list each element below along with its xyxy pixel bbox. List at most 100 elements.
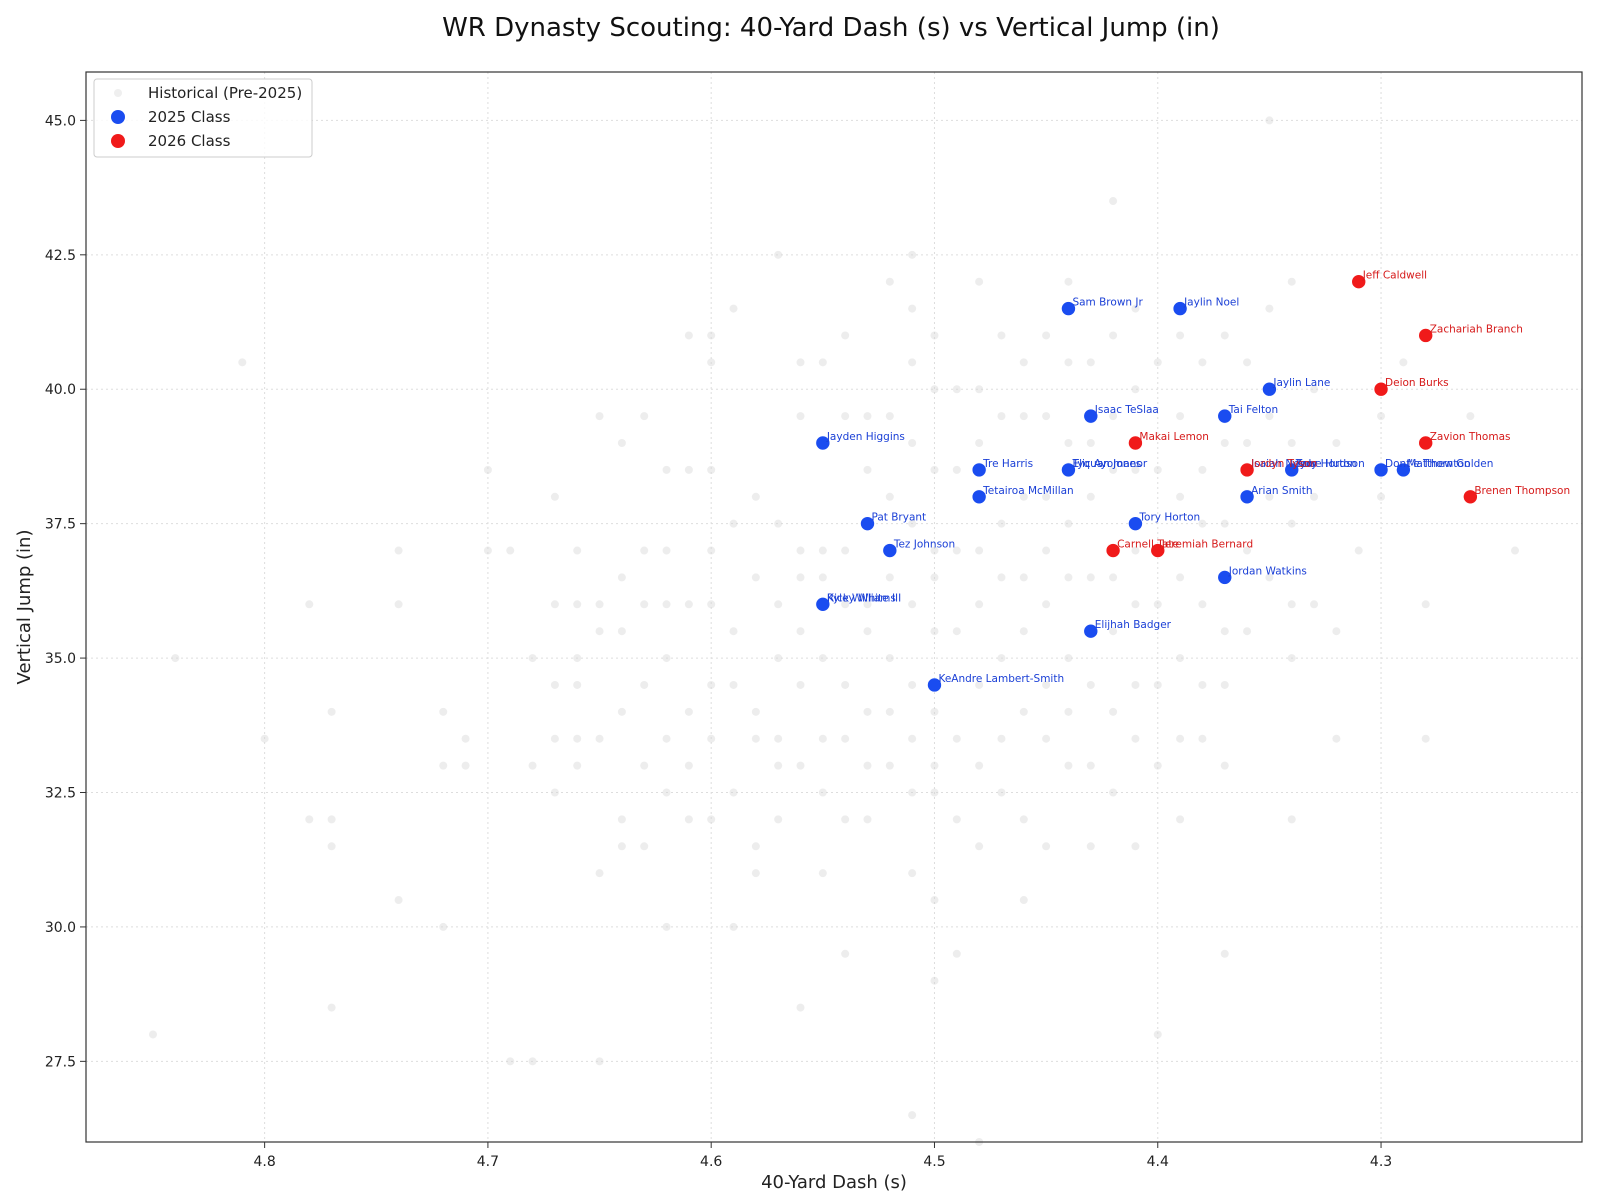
historical-point xyxy=(908,788,917,797)
historical-point xyxy=(930,896,939,905)
historical-point xyxy=(1153,358,1162,367)
historical-point xyxy=(841,412,850,421)
class-2025-point xyxy=(1083,623,1099,639)
y-tick-label: 32.5 xyxy=(45,786,76,802)
historical-point xyxy=(1019,896,1028,905)
historical-point xyxy=(595,600,604,609)
historical-point xyxy=(662,788,671,797)
historical-point xyxy=(1019,412,1028,421)
historical-point xyxy=(975,385,984,394)
class-2025-point-label: Sam Brown Jr xyxy=(1072,297,1143,309)
historical-point xyxy=(1109,627,1118,636)
class-2026-point-label: Makai Lemon xyxy=(1139,431,1209,443)
historical-point xyxy=(1109,197,1118,206)
class-2026-point xyxy=(1373,381,1389,397)
class-2025-point-label: Matthew Golden xyxy=(1407,458,1493,470)
historical-point xyxy=(640,600,649,609)
historical-point xyxy=(751,573,760,582)
historical-point xyxy=(908,304,917,313)
historical-point xyxy=(1220,331,1229,340)
historical-point xyxy=(997,519,1006,528)
historical-point xyxy=(595,627,604,636)
class-2026-point-label: Zachariah Branch xyxy=(1430,323,1523,335)
historical-point xyxy=(1243,546,1252,555)
historical-point xyxy=(1265,573,1274,582)
historical-point xyxy=(573,654,582,663)
historical-point xyxy=(997,573,1006,582)
legend-label-2026: 2026 Class xyxy=(148,132,231,150)
historical-point xyxy=(506,546,515,555)
historical-point xyxy=(573,600,582,609)
y-tick-label: 45.0 xyxy=(45,113,76,129)
historical-point xyxy=(662,546,671,555)
historical-point xyxy=(863,627,872,636)
historical-point xyxy=(1019,815,1028,824)
historical-point xyxy=(662,734,671,743)
historical-point xyxy=(930,573,939,582)
x-tick-label: 4.4 xyxy=(1147,1154,1169,1170)
historical-point xyxy=(1064,519,1073,528)
historical-point xyxy=(975,600,984,609)
historical-point xyxy=(885,761,894,770)
historical-point xyxy=(1176,412,1185,421)
historical-point xyxy=(1198,680,1207,689)
historical-point xyxy=(528,1057,537,1066)
class-2025-point-label: Jordan Watkins xyxy=(1228,565,1307,577)
class-2025-point-label: Tetairoa McMillan xyxy=(982,485,1074,497)
historical-point xyxy=(1310,600,1319,609)
legend-label-historical: Historical (Pre-2025) xyxy=(148,84,302,102)
historical-point xyxy=(997,412,1006,421)
historical-point xyxy=(662,654,671,663)
historical-point xyxy=(818,573,827,582)
historical-point xyxy=(1109,331,1118,340)
historical-point xyxy=(439,707,448,716)
historical-point xyxy=(930,546,939,555)
historical-point xyxy=(1086,680,1095,689)
class-2025-point xyxy=(815,597,831,612)
historical-point xyxy=(617,842,626,851)
historical-point xyxy=(1109,465,1118,474)
y-tick-label: 42.5 xyxy=(45,248,76,264)
historical-point xyxy=(908,600,917,609)
historical-point xyxy=(1310,492,1319,501)
historical-point xyxy=(930,627,939,636)
legend-label-2025: 2025 Class xyxy=(148,108,231,126)
historical-point xyxy=(394,600,403,609)
class-2025-point xyxy=(971,489,987,505)
historical-point xyxy=(930,331,939,340)
historical-point xyxy=(908,250,917,259)
historical-point xyxy=(1421,734,1430,743)
historical-point xyxy=(729,788,738,797)
class-2025-point-label: Kyle Williams xyxy=(827,592,896,604)
legend-box xyxy=(93,78,313,158)
historical-point xyxy=(796,627,805,636)
historical-point xyxy=(550,734,559,743)
historical-point xyxy=(930,976,939,985)
historical-point xyxy=(952,815,961,824)
class-2025-point xyxy=(1083,408,1099,424)
historical-point xyxy=(1131,385,1140,394)
class-2025-point-label: Isaac TeSlaa xyxy=(1095,404,1159,416)
historical-point xyxy=(1265,492,1274,501)
historical-point xyxy=(1466,412,1475,421)
historical-point xyxy=(1086,761,1095,770)
class-2026-point xyxy=(1351,274,1367,289)
historical-point xyxy=(841,949,850,958)
historical-point xyxy=(1421,600,1430,609)
historical-point xyxy=(439,922,448,931)
class-2025-point xyxy=(1128,516,1143,531)
historical-point xyxy=(528,761,537,770)
legend-marker-2025 xyxy=(111,110,125,124)
historical-point xyxy=(617,627,626,636)
historical-point xyxy=(729,519,738,528)
historical-point xyxy=(841,331,850,340)
historical-point xyxy=(662,922,671,931)
historical-point xyxy=(684,815,693,824)
class-2025-point xyxy=(1396,462,1411,478)
historical-point xyxy=(1287,654,1296,663)
historical-point xyxy=(975,761,984,770)
historical-point xyxy=(997,788,1006,797)
historical-point xyxy=(617,439,626,448)
historical-point xyxy=(617,815,626,824)
